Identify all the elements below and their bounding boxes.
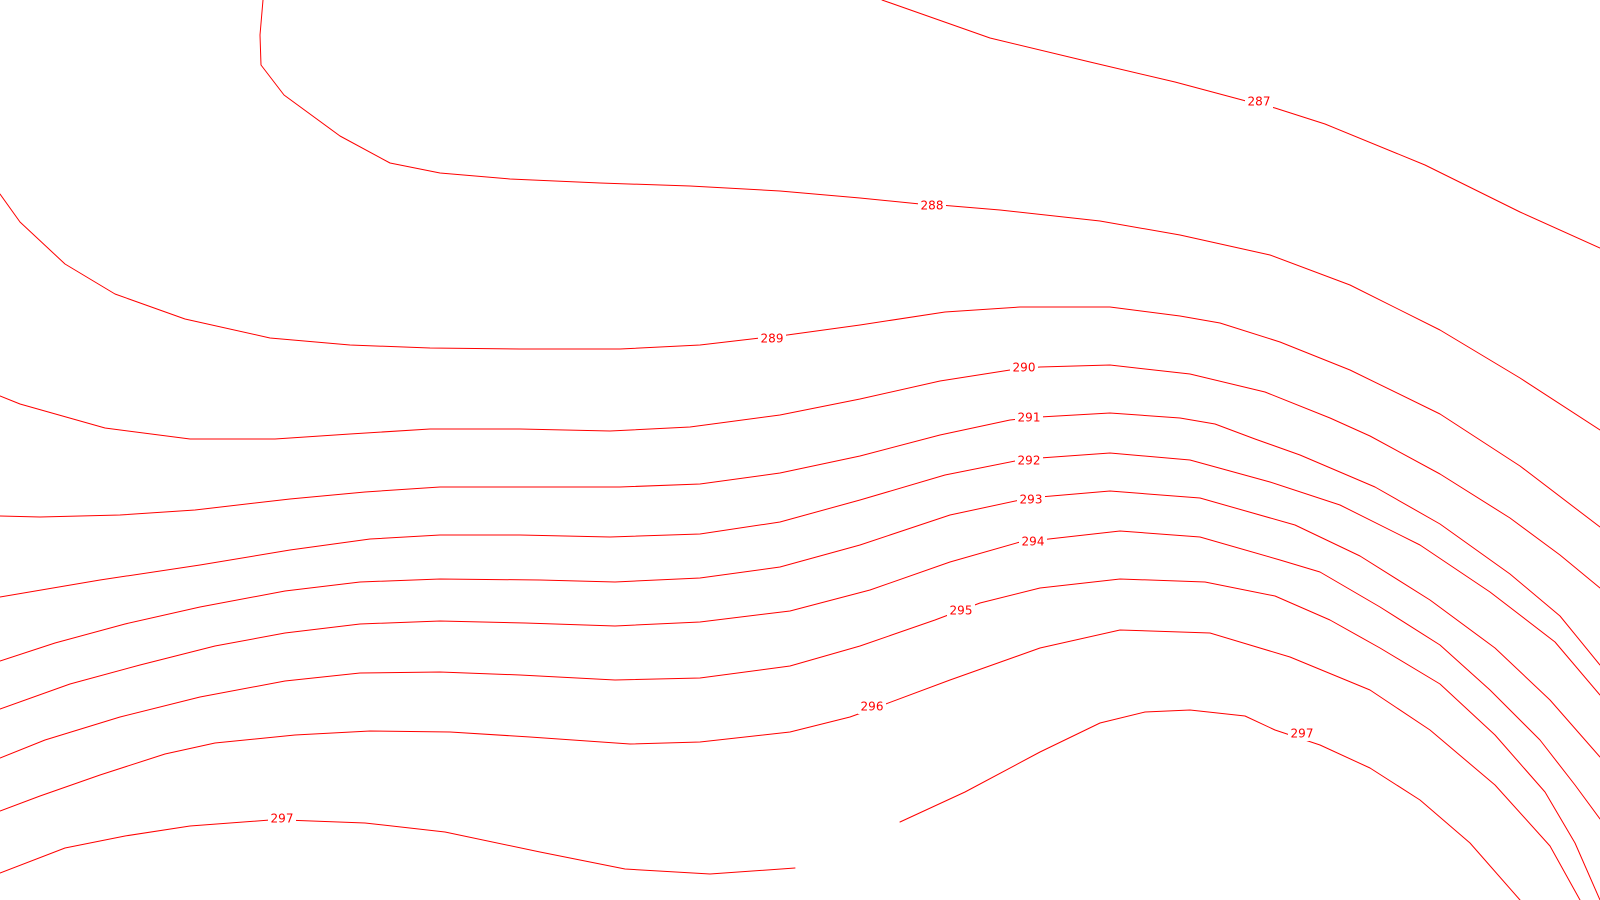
contour-label-290: 290 <box>1013 361 1036 375</box>
contour-292 <box>0 452 1600 696</box>
contour-296 <box>0 629 1581 900</box>
contour-label-288: 288 <box>921 199 944 213</box>
contour-297-lower <box>0 819 796 875</box>
contour-label-296: 296 <box>861 700 884 714</box>
label-bg-288 <box>918 197 946 213</box>
label-bg-295 <box>947 602 975 618</box>
contour-287 <box>881 0 1600 249</box>
contour-label-294: 294 <box>1022 535 1045 549</box>
label-bg-290 <box>1010 360 1038 376</box>
contour-294 <box>0 530 1600 820</box>
label-bg-292 <box>1015 452 1043 468</box>
contour-label-297-upper: 297 <box>1291 727 1314 741</box>
contour-291 <box>0 412 1600 666</box>
label-bg-297-upper <box>1288 725 1316 741</box>
contour-label-295: 295 <box>950 604 973 618</box>
contour-label-287: 287 <box>1248 95 1271 109</box>
label-bg-296 <box>858 698 886 714</box>
contour-label-291: 291 <box>1018 411 1041 425</box>
label-bg-294 <box>1019 533 1047 549</box>
contour-295 <box>0 578 1600 900</box>
contour-label-293: 293 <box>1020 493 1043 507</box>
label-bg-293 <box>1017 491 1045 507</box>
contour-297-upper <box>899 709 1521 900</box>
contour-label-289: 289 <box>761 332 784 346</box>
contour-289 <box>0 193 1600 528</box>
contour-290 <box>0 364 1600 589</box>
label-bg-291 <box>1015 409 1043 425</box>
label-bg-289 <box>758 331 786 347</box>
contour-293 <box>0 490 1600 758</box>
label-bg-287 <box>1245 93 1273 109</box>
contour-label-292: 292 <box>1018 454 1041 468</box>
contour-label-297-lower: 297 <box>271 812 294 826</box>
contour-288 <box>259 0 1600 431</box>
label-bg-297-lower <box>268 810 296 826</box>
